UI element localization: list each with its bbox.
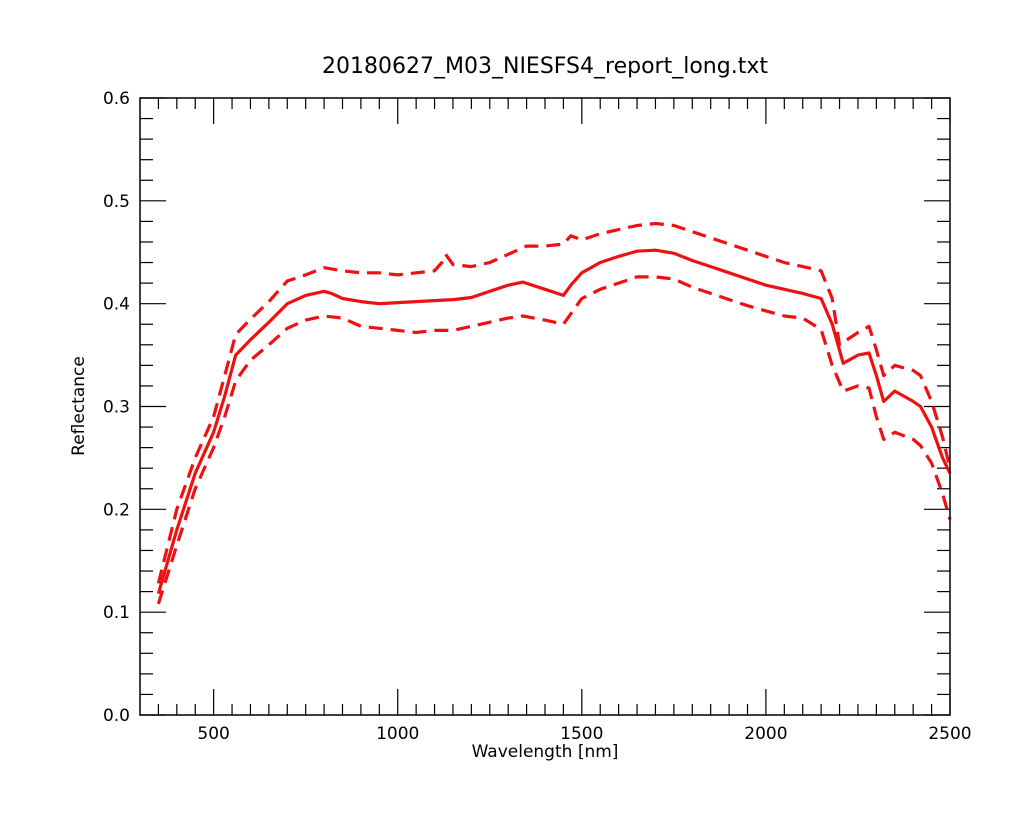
x-axis-label: Wavelength [nm] — [472, 742, 619, 762]
mean-reflectance-line — [156, 248, 952, 595]
y-tick-label: 0.0 — [103, 706, 130, 726]
axis-ticks — [140, 97, 951, 716]
x-tick-label: 1000 — [376, 724, 419, 744]
series-layer — [156, 221, 952, 605]
dashed-bound-line-1 — [156, 221, 952, 584]
dashed-bound-line-2 — [156, 275, 952, 605]
plot-frame — [139, 97, 951, 716]
y-axis-label: Reflectance — [69, 356, 89, 456]
x-tick-label: 2500 — [928, 724, 971, 744]
x-tick-label: 1500 — [560, 724, 603, 744]
y-tick-label: 0.4 — [103, 295, 130, 315]
axis-tick-labels: 500 1000 1500 2000 2500 0.0 0.1 0.2 0.3 0.4 0.5 0.6 — [103, 89, 972, 744]
y-tick-label: 0.5 — [103, 192, 130, 212]
x-tick-label: 2000 — [744, 724, 787, 744]
x-tick-label: 500 — [197, 724, 229, 744]
chart-title: 20180627_M03_NIESFS4_report_long.txt — [322, 54, 768, 79]
y-tick-label: 0.3 — [103, 398, 130, 418]
y-tick-label: 0.6 — [103, 89, 130, 109]
y-tick-label: 0.2 — [103, 500, 130, 520]
y-tick-label: 0.1 — [103, 603, 130, 623]
